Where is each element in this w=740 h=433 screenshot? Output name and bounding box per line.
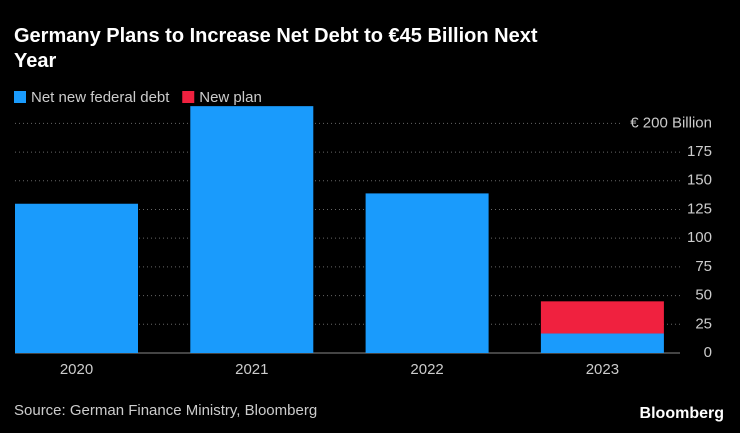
y-tick-label: 0: [704, 344, 712, 361]
y-tick-label: 25: [695, 315, 712, 332]
x-tick-label: 2023: [586, 361, 619, 378]
chart-title: Germany Plans to Increase Net Debt to €4…: [14, 25, 538, 72]
y-tick-label: 50: [695, 287, 712, 304]
title-line: Germany Plans to Increase Net Debt to €4…: [14, 25, 538, 47]
y-tick-label: 175: [687, 143, 712, 160]
bar: [540, 301, 664, 334]
y-tick-label: 125: [687, 200, 712, 217]
source: Source: German Finance Ministry, Bloombe…: [14, 402, 317, 419]
y-tick-label: € 200 Billion: [630, 114, 712, 131]
legend-label: New plan: [199, 89, 262, 106]
logo: Bloomberg: [640, 405, 724, 422]
bar: [365, 193, 489, 353]
bar: [540, 333, 664, 353]
x-tick-label: 2020: [60, 361, 93, 378]
title-line: Year: [14, 50, 56, 72]
legend-swatch: [14, 91, 26, 103]
bar: [190, 106, 314, 353]
legend-swatch: [182, 91, 195, 103]
y-tick-label: 75: [695, 258, 712, 275]
legend-label: Net new federal debt: [31, 89, 170, 106]
x-tick-label: 2022: [410, 361, 443, 378]
bar: [15, 203, 138, 353]
x-tick-label: 2021: [235, 361, 268, 378]
y-tick-label: 100: [687, 229, 712, 246]
y-tick-label: 150: [687, 172, 712, 189]
